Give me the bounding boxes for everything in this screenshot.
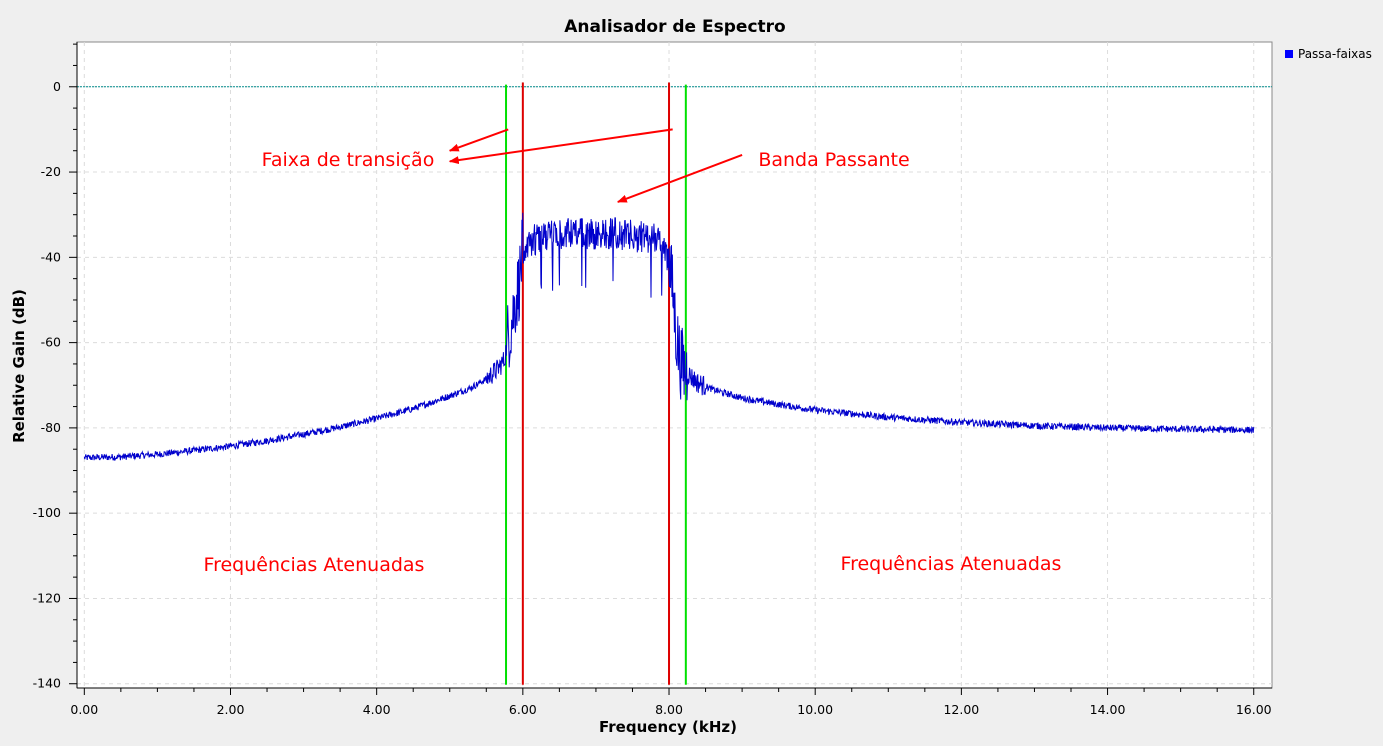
y-tick-label: -100 <box>33 505 61 520</box>
x-tick-label: 4.00 <box>363 702 391 717</box>
x-tick-label: 6.00 <box>509 702 537 717</box>
x-tick-label: 2.00 <box>217 702 245 717</box>
x-tick-label: 12.00 <box>943 702 979 717</box>
chart-title: Analisador de Espectro <box>564 17 785 37</box>
x-tick-label: 0.00 <box>70 702 98 717</box>
legend[interactable]: Passa-faixas <box>1285 47 1372 61</box>
annotation-attenuated-right: Frequências Atenuadas <box>841 553 1062 575</box>
x-tick-label: 16.00 <box>1236 702 1272 717</box>
annotation-arrow-3 <box>616 154 743 203</box>
x-axis-label: Frequency (kHz) <box>599 718 737 736</box>
x-tick-label: 10.00 <box>797 702 833 717</box>
annotation-transition-band: Faixa de transição <box>262 149 435 171</box>
y-tick-label: 0 <box>53 79 61 94</box>
y-axis-label: Relative Gain (dB) <box>10 289 28 443</box>
legend-swatch-passa-faixas <box>1285 50 1293 58</box>
y-tick-label: -140 <box>33 676 61 691</box>
legend-label-passa-faixas: Passa-faixas <box>1298 47 1372 61</box>
annotation-arrow-1 <box>448 128 509 152</box>
y-tick-label: -120 <box>33 590 61 605</box>
annotation-passband: Banda Passante <box>758 149 909 171</box>
series-passa-faixas <box>83 212 1255 462</box>
y-tick-label: -40 <box>41 249 61 264</box>
annotation-attenuated-left: Frequências Atenuadas <box>204 554 425 576</box>
annotation-arrow-2 <box>448 128 673 165</box>
plot-area <box>76 41 1273 689</box>
y-tick-label: -60 <box>41 335 61 350</box>
x-tick-label: 14.00 <box>1090 702 1126 717</box>
x-tick-label: 8.00 <box>655 702 683 717</box>
y-tick-label: -20 <box>41 164 61 179</box>
y-tick-label: -80 <box>41 420 61 435</box>
